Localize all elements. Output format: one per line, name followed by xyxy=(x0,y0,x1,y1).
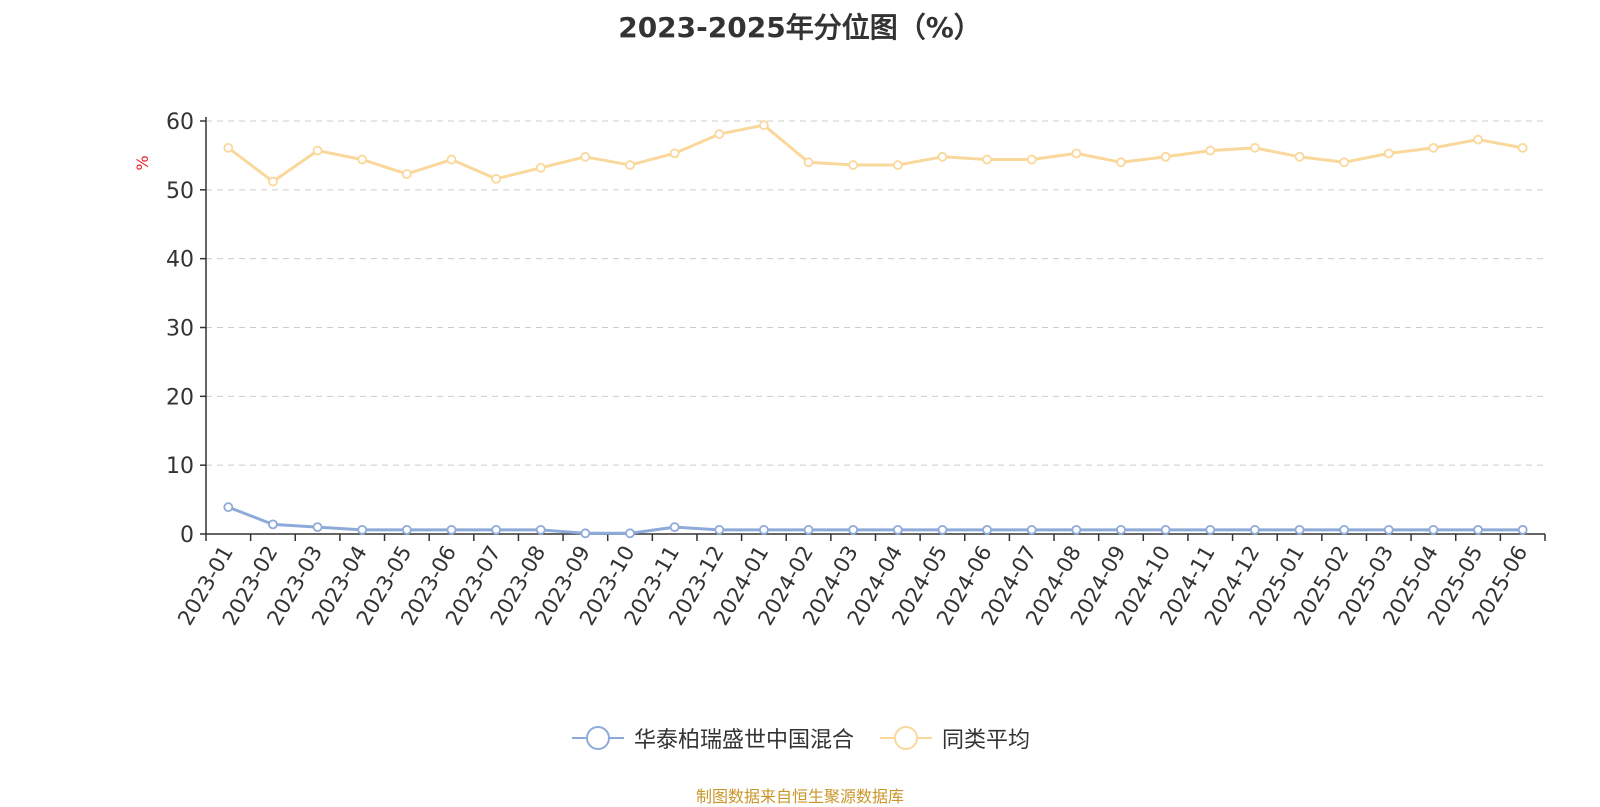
data-point-series-1 xyxy=(625,528,635,539)
data-point-series-2 xyxy=(1517,142,1528,153)
data-point-series-2 xyxy=(446,154,457,165)
data-point-series-1 xyxy=(848,524,859,535)
chart-title: 2023-2025年分位图（%） xyxy=(618,11,982,44)
data-point-series-1 xyxy=(759,524,769,535)
data-point-series-2 xyxy=(1205,145,1216,156)
y-axis-label: % xyxy=(133,155,152,170)
data-point-series-2 xyxy=(1473,134,1483,145)
data-point-series-2 xyxy=(491,173,502,184)
data-point-series-1 xyxy=(1294,524,1305,535)
data-point-series-1 xyxy=(1026,524,1037,535)
line-chart: 0102030405060%2023-012023-022023-032023-… xyxy=(133,110,1546,629)
data-point-series-1 xyxy=(223,502,234,513)
series-line-2 xyxy=(227,123,1523,184)
y-tick-label: 30 xyxy=(166,317,194,342)
data-point-series-2 xyxy=(669,148,680,159)
data-point-series-2 xyxy=(1428,142,1439,153)
data-point-series-2 xyxy=(357,154,368,165)
data-point-series-2 xyxy=(1294,151,1305,162)
data-point-series-2 xyxy=(312,145,323,156)
data-point-series-1 xyxy=(803,524,814,535)
data-point-series-2 xyxy=(1160,151,1171,162)
data-point-series-1 xyxy=(491,524,502,535)
data-point-series-2 xyxy=(625,160,635,170)
data-point-series-2 xyxy=(535,162,546,173)
data-point-series-1 xyxy=(1116,524,1126,535)
data-point-series-2 xyxy=(1026,154,1037,165)
data-point-series-1 xyxy=(1205,524,1216,535)
chart-legend: 华泰柏瑞盛世中国混合 同类平均 xyxy=(0,722,1600,754)
data-point-series-1 xyxy=(446,524,457,535)
y-tick-label: 0 xyxy=(180,523,194,548)
data-point-series-2 xyxy=(1249,142,1260,153)
data-point-series-2 xyxy=(714,129,725,139)
data-point-series-1 xyxy=(892,524,903,535)
data-point-series-1 xyxy=(401,524,412,535)
data-point-series-1 xyxy=(1339,524,1350,535)
series-line-1 xyxy=(227,505,1523,535)
data-point-series-1 xyxy=(580,528,591,539)
data-point-series-1 xyxy=(1249,524,1260,535)
data-point-series-1 xyxy=(937,524,948,535)
data-point-series-1 xyxy=(268,519,278,530)
legend-label-series-2: 同类平均 xyxy=(942,728,1031,753)
data-point-series-2 xyxy=(937,151,948,162)
data-point-series-2 xyxy=(848,160,859,170)
y-tick-label: 50 xyxy=(166,179,194,204)
data-point-series-2 xyxy=(982,154,992,165)
data-point-series-1 xyxy=(669,522,680,533)
data-point-series-1 xyxy=(535,524,546,535)
data-point-series-2 xyxy=(892,160,903,170)
data-point-series-1 xyxy=(1071,524,1082,535)
legend-marker-series-1 xyxy=(571,726,624,750)
data-point-series-1 xyxy=(1160,524,1171,535)
data-point-series-2 xyxy=(401,169,412,179)
y-tick-label: 40 xyxy=(166,248,194,273)
data-point-series-2 xyxy=(1116,157,1126,168)
data-point-series-2 xyxy=(759,120,769,131)
data-point-series-1 xyxy=(1517,524,1528,535)
data-point-series-2 xyxy=(268,176,278,187)
data-point-series-1 xyxy=(982,524,992,535)
legend-item-series-1[interactable]: 华泰柏瑞盛世中国混合 xyxy=(570,722,854,754)
data-point-series-2 xyxy=(803,157,814,168)
legend-marker-series-2 xyxy=(880,726,932,750)
data-point-series-2 xyxy=(223,142,234,153)
data-point-series-2 xyxy=(1071,148,1082,159)
data-point-series-1 xyxy=(1473,524,1483,535)
data-point-series-1 xyxy=(1428,524,1439,535)
data-source-note: 制图数据来自恒生聚源数据库 xyxy=(695,787,904,806)
y-tick-label: 10 xyxy=(166,454,194,479)
y-tick-label: 60 xyxy=(166,110,194,135)
y-tick-label: 20 xyxy=(166,385,194,410)
data-point-series-1 xyxy=(1383,524,1394,535)
legend-item-series-2[interactable]: 同类平均 xyxy=(878,722,1030,754)
data-point-series-2 xyxy=(1339,157,1350,168)
data-point-series-2 xyxy=(580,151,591,162)
legend-label-series-1: 华泰柏瑞盛世中国混合 xyxy=(633,728,854,753)
data-point-series-1 xyxy=(714,524,725,535)
data-point-series-1 xyxy=(357,524,368,535)
data-point-series-2 xyxy=(1383,148,1394,159)
data-point-series-1 xyxy=(312,522,323,533)
